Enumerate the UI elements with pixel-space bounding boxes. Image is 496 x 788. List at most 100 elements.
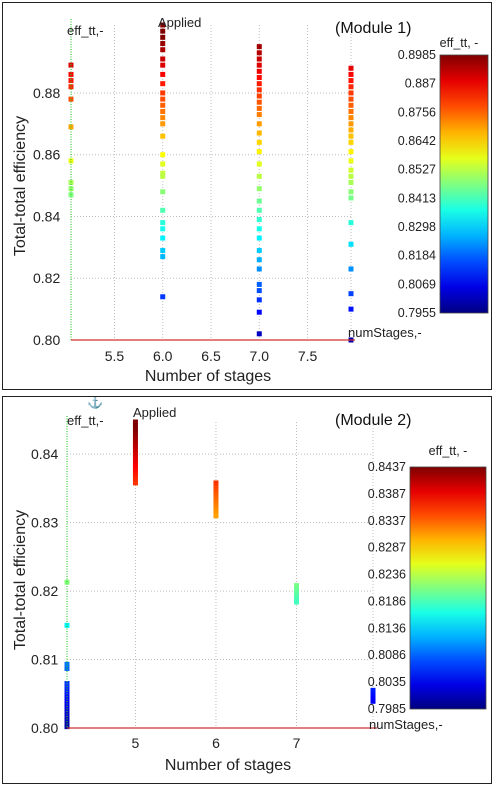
data-point <box>160 34 166 40</box>
data-point <box>294 588 299 594</box>
x-tick-labels: 5 6 7 <box>132 735 301 751</box>
data-point <box>348 173 354 179</box>
data-point <box>370 698 376 704</box>
data-point <box>348 84 354 90</box>
data-point <box>348 115 354 121</box>
data-point <box>132 419 138 425</box>
data-point <box>256 81 262 87</box>
data-point <box>370 687 376 693</box>
data-point <box>348 266 354 272</box>
data-point <box>68 78 74 84</box>
colorbar-tick-label: 0.8287 <box>368 541 406 555</box>
data-point <box>160 81 166 87</box>
data-point <box>68 180 74 185</box>
data-point <box>160 115 166 121</box>
data-point <box>132 459 138 465</box>
data-point <box>256 331 262 337</box>
data-point <box>256 56 262 62</box>
x-tick-label: 7 <box>293 735 301 751</box>
data-point <box>256 161 262 167</box>
data-point <box>160 189 166 195</box>
data-points <box>68 22 354 343</box>
module-1-panel: (Module 1) eff_tt,- Applied numStages,- … <box>2 2 492 390</box>
data-point <box>348 291 354 297</box>
data-point <box>256 198 262 204</box>
data-point <box>160 28 166 34</box>
colorbar-tick-label: 0.8186 <box>368 594 406 608</box>
data-point <box>160 247 166 253</box>
data-point <box>160 90 166 96</box>
colorbar-tick-label: 0.8298 <box>398 220 436 234</box>
data-point <box>213 507 219 513</box>
data-point <box>160 220 166 226</box>
colorbar-tick-label: 0.8136 <box>368 621 406 635</box>
data-point <box>348 167 354 173</box>
colorbar-tick-label: 0.8985 <box>398 48 436 62</box>
data-point <box>213 491 219 497</box>
data-point <box>160 226 166 232</box>
colorbar-tick-label: 0.8236 <box>368 568 406 582</box>
x-axis-label: Number of stages <box>165 757 291 774</box>
data-point <box>132 435 138 441</box>
data-point <box>256 68 262 74</box>
y-tick-label: 0.83 <box>31 515 58 531</box>
data-point <box>294 599 299 605</box>
colorbar-tick-label: 0.8437 <box>368 460 406 474</box>
data-point <box>160 161 166 167</box>
data-point <box>348 65 354 71</box>
data-point <box>348 71 354 77</box>
colorbar-tick-label: 0.8069 <box>398 277 436 291</box>
data-point <box>160 71 166 77</box>
colorbar-tick-label: 0.8337 <box>368 514 406 528</box>
data-point <box>348 189 354 195</box>
data-point <box>213 496 219 502</box>
data-point <box>64 665 70 671</box>
module-label: (Module 1) <box>335 20 411 37</box>
data-point <box>348 306 354 312</box>
y-tick-label: 0.88 <box>33 85 60 101</box>
data-point <box>160 133 166 139</box>
data-point <box>132 427 138 433</box>
data-point <box>256 87 262 93</box>
data-point <box>370 690 376 696</box>
data-point <box>160 56 166 62</box>
data-point <box>348 96 354 102</box>
data-point <box>348 149 354 155</box>
data-point <box>160 62 166 68</box>
y-axis-label: Total-total efficiency <box>12 116 29 256</box>
data-point <box>132 443 138 449</box>
colorbar-tick-label: 0.7955 <box>398 306 436 320</box>
data-point <box>348 220 354 226</box>
data-point <box>132 439 138 445</box>
x-tick-label: 7.5 <box>298 348 318 364</box>
grid <box>67 422 374 728</box>
colorbar-title: eff_tt, - <box>440 36 479 50</box>
data-point <box>256 121 262 127</box>
data-point <box>213 488 219 494</box>
x-axis-label: Number of stages <box>145 368 271 385</box>
data-point <box>160 235 166 241</box>
x-tick-label: 6.5 <box>201 348 221 364</box>
data-point <box>294 591 299 597</box>
data-point <box>348 195 354 201</box>
y-tick-label: 0.80 <box>31 720 58 736</box>
colorbar-tick-label: 0.7985 <box>368 702 406 716</box>
data-point <box>68 62 74 68</box>
x-tick-labels: 5.5 6.0 6.5 7.0 7.5 <box>105 348 318 364</box>
y-variable-label: eff_tt,- <box>67 23 104 38</box>
data-point <box>370 693 376 699</box>
y-tick-label: 0.86 <box>33 147 60 163</box>
data-point <box>160 108 166 114</box>
data-point <box>256 44 262 50</box>
data-point <box>348 121 354 127</box>
data-point <box>160 102 166 108</box>
data-point <box>348 241 354 247</box>
data-point <box>132 455 138 461</box>
data-point <box>213 505 219 511</box>
data-point <box>348 158 354 164</box>
applied-label: Applied <box>133 405 176 420</box>
colorbar: eff_tt, - 0.8437 0.8387 0.8337 0.8287 0.8236 0… <box>368 444 487 716</box>
axes <box>66 416 377 729</box>
data-point <box>348 139 354 145</box>
colorbar-tick-label: 0.8756 <box>398 105 436 119</box>
